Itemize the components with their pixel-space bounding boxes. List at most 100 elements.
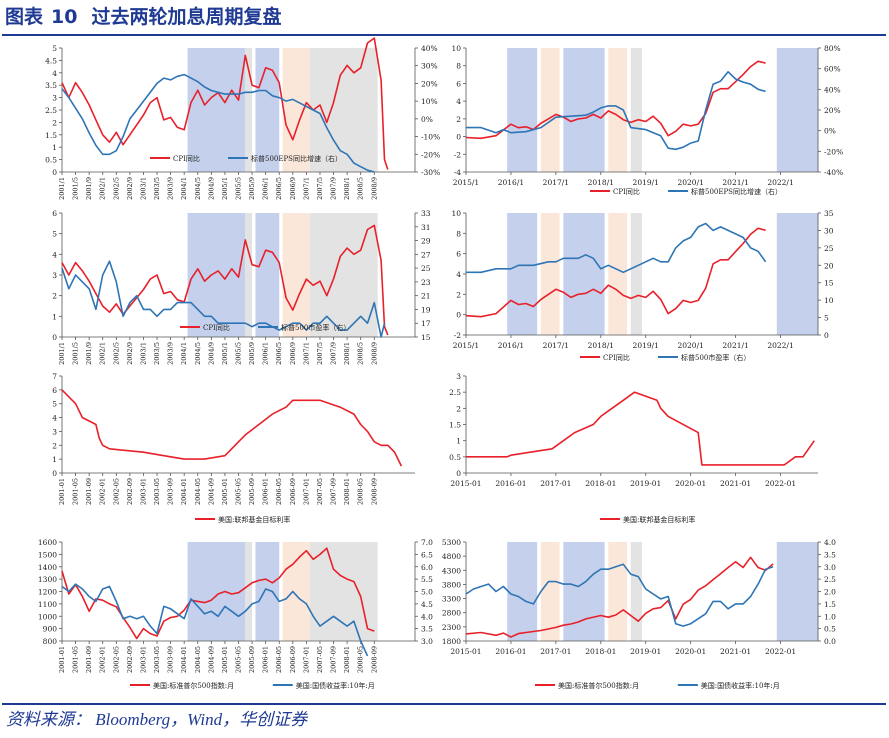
- x-tick-label: 2007-05: [316, 646, 324, 673]
- x-tick-label: 2003/5: [153, 342, 161, 365]
- y-tick-label-left: 5: [52, 400, 57, 409]
- x-tick-label: 2007/9: [330, 342, 338, 365]
- y-tick-label-left: 10: [451, 44, 461, 53]
- x-tick-label: 2016-01: [495, 647, 526, 656]
- y-tick-label-left: 1.5: [45, 131, 57, 140]
- cycle-band-peach: [282, 213, 310, 337]
- y-tick-label-left: 0.5: [45, 156, 57, 165]
- x-tick-label: 2006-05: [275, 478, 283, 505]
- cycle-band-peach: [608, 542, 628, 641]
- x-tick-label: 2001/5: [72, 177, 80, 200]
- y-tick-label-right: 19: [421, 305, 431, 314]
- x-tick-label: 2001/1: [58, 177, 66, 200]
- y-tick-label-right: -30%: [421, 168, 440, 177]
- x-tick-label: 2015-01: [450, 647, 481, 656]
- x-tick-label: 2018/1: [588, 341, 614, 350]
- x-tick-label: 2004/5: [194, 342, 202, 365]
- x-tick-label: 2005-09: [248, 478, 256, 505]
- y-tick-label-left: 2300: [442, 623, 461, 632]
- x-tick-label: 2006-01: [262, 478, 270, 505]
- series-line-blue: [61, 260, 386, 338]
- series-line-red: [466, 391, 815, 466]
- y-tick-label-left: 4: [52, 250, 57, 259]
- x-tick-label: 2008-09: [370, 646, 378, 673]
- x-tick-label: 2008-01: [343, 646, 351, 673]
- y-tick-label-left: 4: [52, 414, 57, 423]
- x-tick-label: 2004/5: [194, 177, 202, 200]
- y-tick-label-left: 1000: [38, 612, 57, 621]
- y-tick-label-left: 0.5: [449, 453, 461, 462]
- y-tick-label-left: 6: [52, 386, 57, 395]
- x-tick-label: 2005-05: [235, 646, 243, 673]
- x-tick-label: 2001/9: [85, 177, 93, 200]
- x-tick-label: 2007/5: [316, 342, 324, 365]
- y-tick-label-right: 15: [824, 279, 834, 288]
- x-tick-label: 2019-01: [630, 647, 661, 656]
- x-tick-label: 2019/1: [633, 178, 659, 187]
- y-tick-label-right: 0.0: [824, 637, 836, 646]
- y-tick-label-right: 25: [824, 244, 834, 253]
- y-tick-label-left: 0: [52, 168, 57, 177]
- x-tick-label: 2002/1: [99, 342, 107, 365]
- y-tick-label-left: 5: [52, 230, 57, 239]
- x-tick-label: 2022/1: [767, 178, 793, 187]
- y-tick-label-left: 1.5: [449, 421, 461, 430]
- x-tick-label: 2022-01: [765, 479, 796, 488]
- y-tick-label-left: 3: [52, 427, 57, 436]
- x-tick-label: 2017/1: [543, 341, 569, 350]
- cycle-band-hike: [187, 213, 246, 337]
- x-tick-label: 2006/9: [289, 177, 297, 200]
- x-tick-label: 2002-01: [99, 478, 107, 505]
- series-line-blue: [466, 71, 766, 151]
- x-tick-label: 2015/1: [453, 341, 479, 350]
- x-tick-label: 2007-09: [330, 646, 338, 673]
- y-tick-label-left: 6: [52, 209, 57, 218]
- y-tick-label-left: 4800: [442, 552, 461, 561]
- y-tick-label-left: 1: [52, 143, 57, 152]
- x-tick-label: 2008-05: [357, 478, 365, 505]
- x-tick-label: 2015/1: [453, 178, 479, 187]
- x-tick-label: 2003/9: [167, 342, 175, 365]
- x-tick-label: 2020/1: [677, 341, 703, 350]
- x-tick-label: 2008/1: [343, 342, 351, 365]
- y-tick-label-right: 40%: [824, 85, 841, 94]
- x-tick-label: 2002-05: [112, 646, 120, 673]
- y-tick-label-left: 2: [52, 118, 57, 127]
- y-tick-label-left: 3300: [442, 595, 461, 604]
- y-tick-label-right: 7.0: [421, 538, 433, 547]
- y-tick-label-right: 0: [824, 331, 829, 340]
- cycle-band-hike: [776, 542, 818, 641]
- x-tick-label: 2021-01: [720, 479, 751, 488]
- cycle-band-grey: [245, 48, 253, 172]
- legend-label: 美国:国债收益率:10年:月: [701, 681, 780, 690]
- y-tick-label-left: 6: [456, 250, 461, 259]
- legend-label: 标普500EPS同比增速（右）: [251, 154, 342, 163]
- x-tick-label: 2004-09: [207, 646, 215, 673]
- y-tick-label-left: 1500: [38, 550, 57, 559]
- y-tick-label-right: 80%: [824, 44, 841, 53]
- x-tick-label: 2017/1: [543, 178, 569, 187]
- x-tick-label: 2007-05: [316, 478, 324, 505]
- y-tick-label-right: 3.5: [421, 625, 433, 634]
- x-tick-label: 2002/1: [99, 177, 107, 200]
- y-tick-label-left: 1200: [38, 588, 57, 597]
- cycle-band-hike: [187, 48, 246, 172]
- y-tick-label-right: 1.0: [824, 612, 836, 621]
- y-tick-label-right: 3.0: [824, 563, 836, 572]
- y-tick-label-left: 2: [456, 115, 461, 124]
- figure-title: 图表 10 过去两轮加息周期复盘: [5, 0, 281, 34]
- figure-label: 图表: [5, 6, 44, 28]
- x-tick-label: 2002/5: [112, 342, 120, 365]
- x-tick-label: 2016-01: [495, 479, 526, 488]
- series-line-blue: [466, 222, 767, 274]
- x-tick-label: 2022/1: [767, 341, 793, 350]
- series-line-blue: [61, 583, 369, 657]
- cycle-band-hike: [187, 542, 246, 641]
- x-tick-label: 2004-01: [180, 478, 188, 505]
- x-tick-label: 2002-09: [126, 646, 134, 673]
- x-tick-label: 2016/1: [498, 178, 524, 187]
- x-tick-label: 2003-01: [139, 646, 147, 673]
- series-line-red: [465, 227, 766, 318]
- x-tick-label: 2006/5: [275, 342, 283, 365]
